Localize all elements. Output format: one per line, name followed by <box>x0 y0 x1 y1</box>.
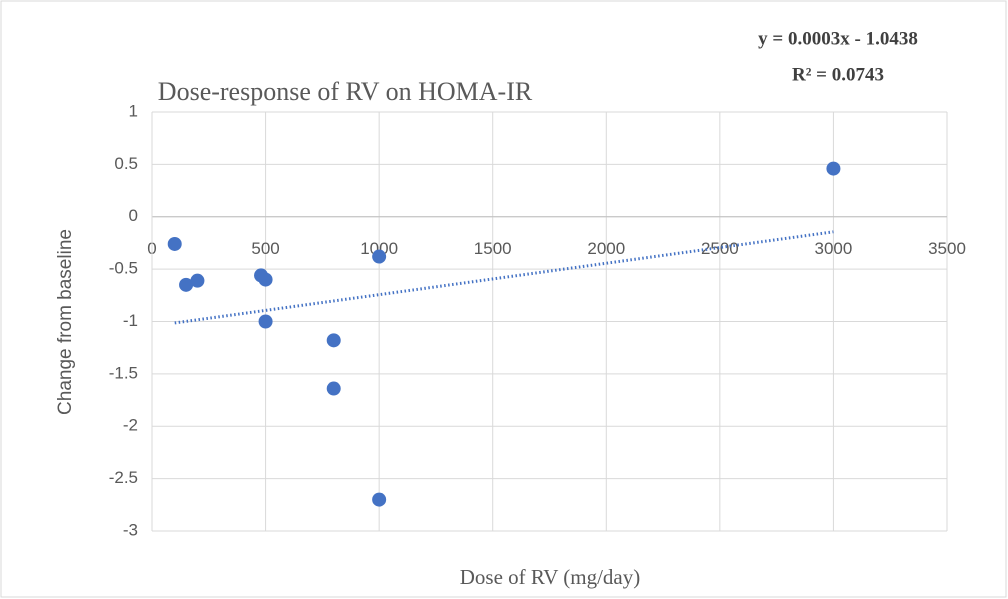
y-tick-label: 0.5 <box>114 154 138 173</box>
trend-r-squared: R² = 0.0743 <box>792 64 884 85</box>
x-tick-label: 1500 <box>474 239 512 258</box>
x-axis-title: Dose of RV (mg/day) <box>460 565 641 589</box>
y-tick-label: -2 <box>123 416 138 435</box>
x-tick-label: 2000 <box>587 239 625 258</box>
x-tick-label: 3000 <box>815 239 853 258</box>
data-point <box>826 161 841 176</box>
data-point <box>372 249 387 264</box>
data-point <box>167 236 182 251</box>
data-point <box>326 333 341 348</box>
data-point <box>372 492 387 507</box>
y-tick-label: -0.5 <box>109 259 138 278</box>
y-tick-label: 0 <box>129 206 138 225</box>
chart-title: Dose-response of RV on HOMA-IR <box>158 77 533 106</box>
y-tick-label: -1 <box>123 311 138 330</box>
trendline <box>174 230 834 325</box>
y-axis-title: Change from baseline <box>55 229 76 415</box>
x-tick-label: 3500 <box>928 239 966 258</box>
y-tick-label: -2.5 <box>109 468 138 487</box>
y-tick-label: 1 <box>129 101 138 120</box>
x-tick-label: 2500 <box>701 239 739 258</box>
data-point <box>258 272 273 287</box>
x-tick-label: 1000 <box>360 239 398 258</box>
trend-equation: y = 0.0003x - 1.0438 <box>758 28 918 49</box>
y-tick-label: -1.5 <box>109 363 138 382</box>
data-point <box>258 314 273 329</box>
data-point <box>190 273 205 288</box>
y-tick-label: -3 <box>123 520 138 539</box>
x-tick-label: 500 <box>251 239 279 258</box>
data-point <box>326 381 341 396</box>
data-point <box>179 277 194 292</box>
